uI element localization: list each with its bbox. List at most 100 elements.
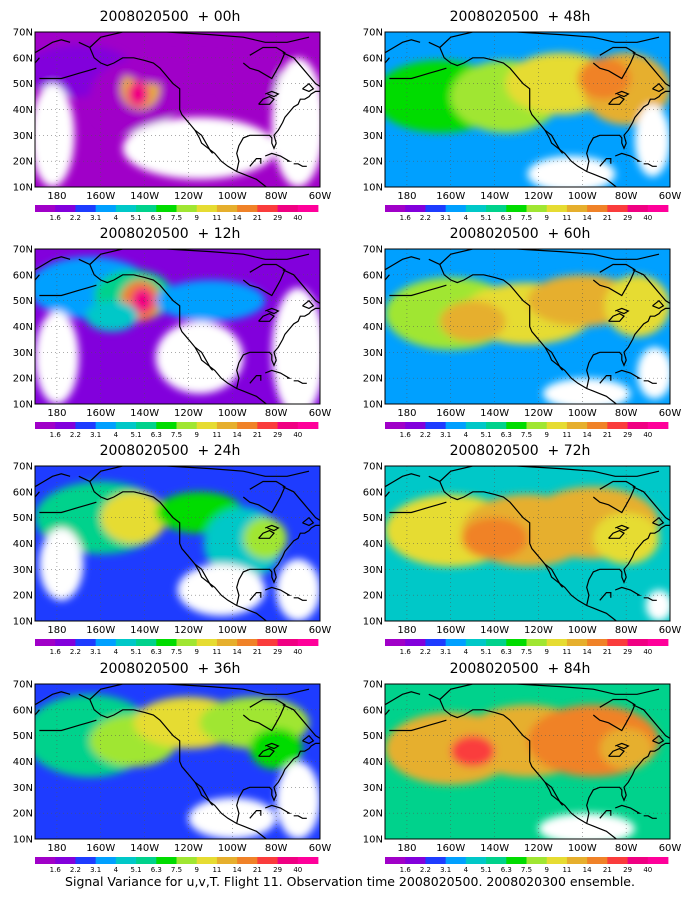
- panel-title: 2008020500 + 24h: [99, 443, 241, 459]
- colorbar-level-label: 4: [114, 648, 119, 656]
- colorbar-level-label: 40: [643, 214, 652, 222]
- colorbar-swatch: [35, 422, 56, 429]
- longitude-label: 140W: [130, 191, 159, 202]
- colorbar-swatch: [465, 205, 487, 212]
- coastline: [652, 82, 665, 93]
- colorbar-level-label: 3.1: [90, 214, 101, 222]
- latitude-label: 70N: [13, 28, 33, 39]
- longitude-label: 80W: [265, 191, 288, 202]
- coastline: [194, 563, 214, 588]
- colorbar-level-label: 6.3: [151, 866, 162, 874]
- latitude-label: 40N: [13, 322, 33, 333]
- colorbar-swatch: [445, 857, 467, 864]
- coastline: [385, 39, 421, 54]
- coastline: [194, 346, 214, 371]
- coastline: [293, 815, 307, 819]
- latitude-label: 60N: [13, 270, 33, 281]
- longitude-label: 60W: [309, 625, 332, 636]
- variance-map: 70N 60N 50N 40N 30N 20N 10N 180 160W 140W 120W 100W…: [13, 245, 332, 440]
- coastline: [586, 524, 670, 606]
- colorbar-level-label: 7.5: [171, 866, 182, 874]
- longitude-label: 120W: [174, 408, 203, 419]
- figure-caption: Signal Variance for u,v,T. Flight 11. Ob…: [65, 874, 635, 889]
- coastline: [264, 742, 280, 750]
- coastline: [39, 719, 97, 732]
- colorbar-swatch: [176, 422, 198, 429]
- low-variance-area: [276, 761, 320, 839]
- variance-map: 70N 60N 50N 40N 30N 20N 10N 180 160W 140W 120W 100W…: [363, 680, 682, 875]
- coastline: [39, 501, 97, 514]
- panel-title: 2008020500 + 84h: [449, 661, 591, 677]
- coastline: [35, 491, 40, 498]
- coastline: [35, 691, 71, 706]
- colorbar-swatch: [156, 639, 177, 646]
- coastline: [599, 592, 612, 601]
- colorbar-swatch: [176, 857, 198, 864]
- variance-contour: [100, 491, 167, 544]
- longitude-label: 60W: [659, 843, 682, 854]
- colorbar-swatch: [506, 205, 527, 212]
- colorbar-level-label: 40: [293, 648, 302, 656]
- colorbar-level-label: 40: [643, 866, 652, 874]
- colorbar-swatch: [216, 422, 238, 429]
- coastline: [282, 269, 320, 304]
- colorbar-swatch: [587, 639, 608, 646]
- colorbar-level-label: 4: [464, 214, 469, 222]
- variance-map: 70N 60N 50N 40N 30N 20N 10N 180 160W 140W 120W 100W…: [13, 28, 332, 223]
- colorbar-swatch: [196, 422, 218, 429]
- coastline: [302, 82, 315, 93]
- colorbar-swatch: [506, 639, 527, 646]
- variance-contour: [155, 280, 266, 322]
- longitude-label: 120W: [174, 625, 203, 636]
- longitude-label: 80W: [615, 408, 638, 419]
- colorbar-level-label: 6.3: [501, 648, 512, 656]
- colorbar-level-label: 14: [233, 648, 242, 656]
- coastline: [592, 480, 636, 514]
- colorbar-level-label: 29: [623, 866, 632, 874]
- coastline: [39, 67, 97, 80]
- colorbar-level-label: 7.5: [521, 431, 532, 439]
- longitude-label: 100W: [218, 625, 247, 636]
- coastline: [236, 742, 320, 824]
- longitude-label: 180: [397, 625, 416, 636]
- coastline: [632, 704, 670, 739]
- colorbar-swatch: [277, 422, 299, 429]
- variance-contour: [221, 63, 288, 105]
- latitude-label: 10N: [363, 400, 383, 411]
- coastline: [439, 684, 660, 700]
- colorbar-level-label: 29: [623, 431, 632, 439]
- longitude-label: 160W: [86, 843, 115, 854]
- longitude-label: 160W: [86, 408, 115, 419]
- colorbar-level-label: 40: [643, 431, 652, 439]
- low-variance-area: [276, 559, 320, 621]
- coastline: [302, 516, 315, 527]
- colorbar-level-label: 14: [583, 648, 592, 656]
- colorbar-swatch: [277, 639, 299, 646]
- coastline: [35, 39, 71, 54]
- longitude-label: 180: [397, 843, 416, 854]
- colorbar-swatch: [627, 422, 649, 429]
- latitude-label: 50N: [13, 296, 33, 307]
- latitude-label: 40N: [363, 322, 383, 333]
- colorbar-level-label: 1.6: [400, 648, 412, 656]
- coastline: [249, 592, 262, 601]
- variance-contour: [439, 300, 506, 342]
- latitude-label: 50N: [13, 513, 33, 524]
- colorbar-level-label: 5.1: [481, 648, 492, 656]
- longitude-label: 140W: [130, 408, 159, 419]
- colorbar-level-label: 2.2: [70, 648, 81, 656]
- longitude-label: 140W: [480, 625, 509, 636]
- colorbar-level-label: 3.1: [90, 648, 101, 656]
- colorbar-swatch: [526, 639, 548, 646]
- latitude-label: 30N: [13, 783, 33, 794]
- coastline: [614, 152, 642, 162]
- colorbar-level-label: 4: [114, 431, 119, 439]
- latitude-label: 60N: [363, 487, 383, 498]
- latitude-label: 30N: [13, 131, 33, 142]
- longitude-label: 80W: [615, 625, 638, 636]
- longitude-label: 160W: [436, 408, 465, 419]
- coastline: [385, 709, 390, 716]
- coastline: [258, 529, 275, 539]
- longitude-label: 140W: [480, 191, 509, 202]
- latitude-label: 20N: [13, 591, 33, 602]
